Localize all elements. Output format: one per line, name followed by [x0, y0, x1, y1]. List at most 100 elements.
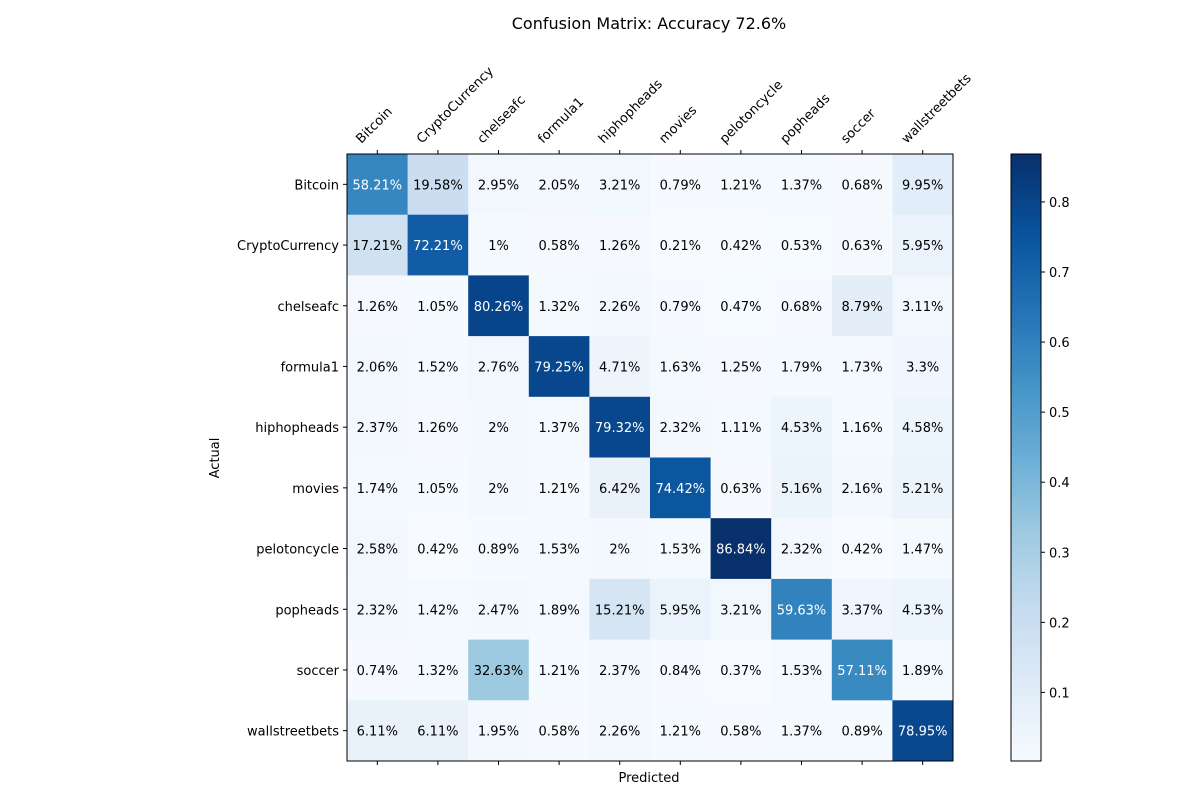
heatmap-cell [650, 578, 712, 641]
heatmap-cell [710, 518, 772, 580]
heatmap-cell [468, 457, 530, 519]
plot-frame [346, 153, 954, 762]
y-tick-label: pelotoncycle [256, 543, 339, 558]
heatmap-cell [710, 154, 772, 216]
cell-value-label: 0.42% [720, 239, 761, 254]
cell-value-label: 6.11% [417, 725, 458, 740]
cell-value-label: 2.32% [357, 603, 398, 618]
cell-value-label: 1.26% [417, 421, 458, 436]
heatmap-cell [528, 396, 590, 458]
cell-value-label: 1.42% [417, 603, 458, 618]
heatmap-cell [650, 154, 712, 216]
heatmap-cell [589, 275, 651, 337]
cell-value-label: 0.89% [841, 725, 882, 740]
cell-value-label: 1% [488, 239, 509, 254]
heatmap-cell [468, 700, 530, 762]
heatmap-cell [831, 396, 893, 458]
y-tick-label: soccer [297, 664, 340, 679]
heatmap-cell [771, 700, 833, 762]
cell-value-label: 2.26% [599, 300, 640, 315]
cell-value-label: 1.53% [781, 664, 822, 679]
colorbar-tick-label: 0.7 [1049, 266, 1070, 281]
cell-value-label: 4.53% [781, 421, 822, 436]
cell-value-label: 2.32% [781, 543, 822, 558]
heatmap-cell [407, 396, 469, 458]
cell-value-label: 2.95% [478, 178, 519, 193]
cell-value-label: 3.3% [906, 360, 939, 375]
y-axis-label: Actual [208, 438, 223, 479]
cell-value-label: 78.95% [898, 725, 948, 740]
colorbar [1010, 153, 1042, 762]
heatmap-cell [407, 518, 469, 580]
cell-value-label: 6.11% [357, 725, 398, 740]
cell-value-label: 59.63% [777, 603, 827, 618]
heatmap-cell [771, 275, 833, 337]
cell-value-label: 0.58% [538, 725, 579, 740]
cell-value-label: 19.58% [413, 178, 463, 193]
cell-value-label: 1.79% [781, 360, 822, 375]
x-tick-label: chelseafc [475, 93, 529, 147]
cell-value-label: 5.95% [902, 239, 943, 254]
heatmap-cell [468, 214, 530, 276]
heatmap-cell [892, 639, 954, 701]
cell-value-label: 0.89% [478, 543, 519, 558]
heatmap-cell [589, 639, 651, 701]
cell-value-label: 1.53% [660, 543, 701, 558]
heatmap-cell [407, 700, 469, 762]
heatmap-cell [528, 275, 590, 337]
heatmap-cell [347, 700, 409, 762]
heatmap-cell [831, 700, 893, 762]
heatmap-cell [407, 336, 469, 398]
heatmap-cell [710, 336, 772, 398]
heatmap-cell [831, 214, 893, 276]
x-tick-label: formula1 [535, 95, 587, 147]
cell-value-label: 1.05% [417, 300, 458, 315]
cell-value-label: 0.84% [660, 664, 701, 679]
heatmap-cell [589, 154, 651, 216]
cell-value-label: 2.16% [841, 482, 882, 497]
cell-value-label: 74.42% [656, 482, 706, 497]
cell-value-label: 1.74% [357, 482, 398, 497]
y-tick-label: chelseafc [278, 300, 339, 315]
cell-value-label: 15.21% [595, 603, 645, 618]
heatmap-cell [528, 639, 590, 701]
x-tick-label: Bitcoin [354, 105, 396, 147]
heatmap-cell [831, 336, 893, 398]
cell-value-label: 0.42% [841, 543, 882, 558]
cell-value-label: 1.37% [781, 725, 822, 740]
y-tick-label: Bitcoin [294, 178, 339, 193]
cell-value-label: 2.47% [478, 603, 519, 618]
heatmap-cell [650, 336, 712, 398]
cell-value-label: 86.84% [716, 543, 766, 558]
cell-value-label: 72.21% [413, 239, 463, 254]
cell-value-label: 1.47% [902, 543, 943, 558]
cell-value-label: 1.32% [417, 664, 458, 679]
cell-value-label: 0.37% [720, 664, 761, 679]
heatmap-cell [347, 457, 409, 519]
cell-value-label: 2.58% [357, 543, 398, 558]
cell-value-label: 0.58% [720, 725, 761, 740]
cell-value-label: 1.52% [417, 360, 458, 375]
heatmap-cell [831, 639, 893, 701]
heatmap-cell [771, 578, 833, 641]
cell-value-label: 5.21% [902, 482, 943, 497]
heatmap-cell [892, 396, 954, 458]
colorbar-tick-label: 0.5 [1049, 406, 1070, 421]
heatmap-cell [892, 700, 954, 762]
heatmap-cell [468, 518, 530, 580]
cell-value-label: 1.32% [538, 300, 579, 315]
heatmap-cell [710, 457, 772, 519]
heatmap-cell [710, 214, 772, 276]
cell-value-label: 0.53% [781, 239, 822, 254]
heatmap-cell [892, 275, 954, 337]
heatmap-cell [407, 214, 469, 276]
cell-value-label: 1.11% [720, 421, 761, 436]
heatmap-cell [892, 518, 954, 580]
cell-value-label: 0.79% [660, 300, 701, 315]
x-tick-label: movies [657, 103, 701, 147]
cell-value-label: 2% [488, 482, 509, 497]
cell-value-label: 58.21% [353, 178, 403, 193]
heatmap-cell [892, 214, 954, 276]
cell-value-label: 0.63% [720, 482, 761, 497]
cell-value-label: 2.06% [357, 360, 398, 375]
